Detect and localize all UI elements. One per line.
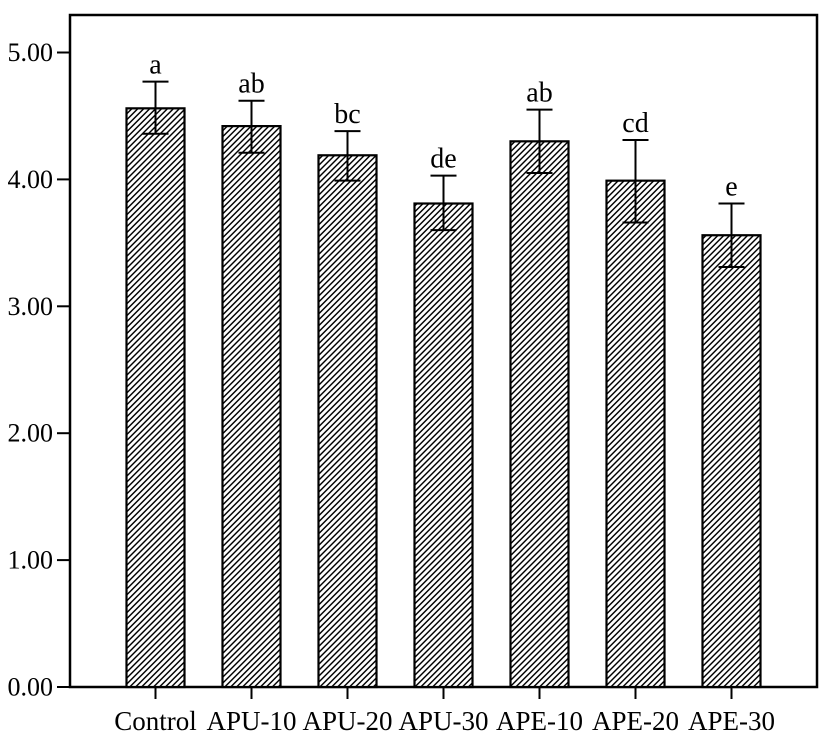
y-axis-tick-label: 1.00 (8, 546, 54, 575)
bar-apu-30 (413, 202, 474, 689)
x-axis-category-label: APE-20 (592, 706, 679, 736)
bar-control (125, 107, 186, 689)
bar-ape-10 (509, 140, 570, 689)
y-axis-tick-label: 3.00 (8, 292, 54, 321)
bar-apu-20 (317, 154, 378, 689)
significance-label: ab (526, 78, 552, 109)
significance-label: de (430, 144, 456, 175)
bar-apu-10 (221, 125, 282, 689)
y-axis-tick-label: 0.00 (8, 673, 54, 702)
y-axis-tick-label: 5.00 (8, 38, 54, 67)
bar-ape-20 (605, 179, 666, 689)
x-axis-category-label: APE-10 (496, 706, 583, 736)
significance-label: bc (334, 99, 360, 130)
significance-label: a (149, 50, 162, 81)
x-axis-category-label: APU-20 (302, 706, 392, 736)
significance-label: e (725, 172, 737, 203)
x-axis-category-label: Control (114, 706, 197, 736)
x-axis-category-label: APU-30 (398, 706, 488, 736)
significance-label: ab (238, 69, 264, 100)
y-axis-tick-label: 2.00 (8, 419, 54, 448)
significance-label: cd (622, 108, 648, 139)
x-axis-category-label: APE-30 (688, 706, 775, 736)
x-axis-category-label: APU-10 (206, 706, 296, 736)
y-axis-tick-label: 4.00 (8, 165, 54, 194)
bar-ape-30 (701, 234, 762, 689)
